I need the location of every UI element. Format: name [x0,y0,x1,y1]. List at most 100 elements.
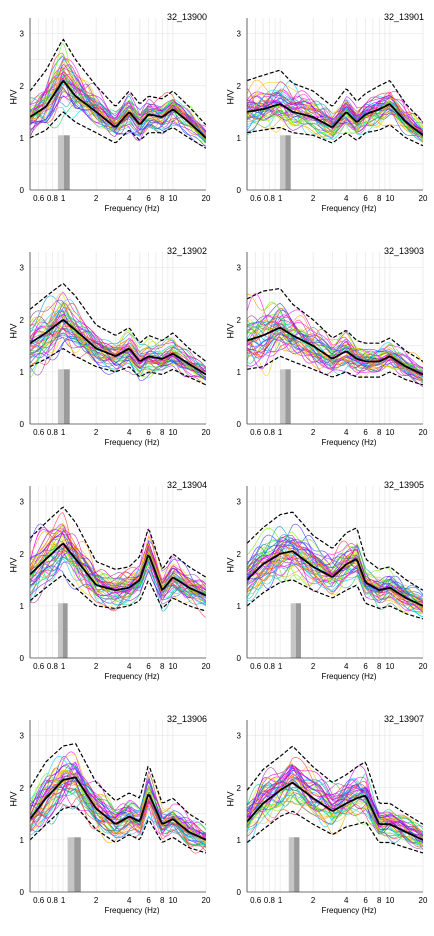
x-tick-label: 10 [168,428,177,437]
window-curve [30,551,206,596]
std-upper-line [30,283,206,362]
window-curve [30,65,206,135]
y-tick-label: 0 [237,186,242,195]
y-tick-label: 3 [20,264,25,273]
std-lower-line [247,579,423,620]
x-tick-label: 2 [311,428,316,437]
window-curve [30,553,206,606]
x-tick-label: 6 [146,194,151,203]
y-axis-label: H/V [8,89,19,105]
x-tick-label: 1 [61,194,66,203]
window-curve [247,531,423,605]
y-tick-label: 3 [237,732,242,741]
x-tick-label: 0.6 [33,662,45,671]
window-curves [30,38,206,149]
x-tick-label: 1 [61,896,66,905]
y-tick-label: 3 [237,498,242,507]
window-curve [247,102,423,134]
window-curve [30,769,206,842]
x-tick-label: 20 [202,896,211,905]
x-tick-label: 8 [160,896,165,905]
mean-hv-line [247,550,423,607]
x-tick-label: 10 [385,662,394,671]
y-tick-label: 1 [237,134,242,143]
window-curve [30,751,206,839]
y-tick-label: 1 [237,836,242,845]
x-tick-label: 4 [344,428,349,437]
x-axis-label: Frequency (Hz) [321,906,377,915]
x-tick-label: 20 [419,194,428,203]
window-curve [247,553,423,610]
y-axis-label: H/V [8,557,19,573]
window-curve [30,770,206,843]
y-tick-label: 2 [237,784,242,793]
window-curve [247,776,423,846]
window-curve [30,554,206,603]
x-tick-label: 8 [160,662,165,671]
x-tick-label: 1 [61,428,66,437]
window-curve [30,778,206,837]
window-curve [247,767,423,847]
window-curve [247,111,423,138]
window-curve [247,527,423,606]
x-tick-label: 0.8 [47,428,59,437]
x-tick-label: 1 [278,194,283,203]
mean-hv-line [247,103,423,137]
window-curve [30,54,206,141]
window-curve [247,769,423,836]
x-tick-label: 1 [278,662,283,671]
x-tick-label: 6 [363,194,368,203]
x-tick-label: 6 [146,428,151,437]
x-tick-label: 20 [419,662,428,671]
x-tick-label: 4 [127,194,132,203]
panel-title: 32_13907 [383,714,424,724]
window-curve [30,309,206,370]
window-curve [30,59,206,134]
panel-title: 32_13905 [383,480,424,490]
x-tick-label: 10 [168,662,177,671]
y-tick-label: 2 [20,550,25,559]
x-tick-label: 2 [311,896,316,905]
window-curve [247,567,423,611]
f0-band-left [67,837,75,892]
window-curve [30,775,206,840]
window-curve [247,765,423,841]
window-curve [247,794,423,844]
window-curve [247,303,423,373]
x-tick-label: 4 [344,194,349,203]
panel-title: 32_13900 [166,12,207,22]
window-curve [247,557,423,607]
hv-panel-32_13901: 0 1 2 3 0.6 0.8 1 2 4 6 8 10 20 32_13901 H/V Frequency … [217,0,434,234]
x-tick-label: 0.6 [250,662,262,671]
y-tick-label: 0 [237,888,242,897]
x-tick-label: 0.8 [264,662,276,671]
x-tick-label: 0.8 [47,194,59,203]
window-curve [247,764,423,834]
x-tick-label: 0.8 [264,896,276,905]
panel-title: 32_13901 [383,12,424,22]
window-curve [30,88,206,132]
std-lower-line [30,574,206,612]
window-curve [247,767,423,835]
mean-hv-line [30,542,206,597]
window-curve [247,801,423,848]
x-tick-label: 2 [94,662,99,671]
y-tick-label: 0 [20,888,25,897]
x-tick-label: 20 [202,428,211,437]
window-curve [247,89,423,130]
panel-title: 32_13904 [166,480,207,490]
f0-band-right [62,603,68,658]
window-curve [247,307,423,376]
std-upper-line [247,511,423,591]
x-tick-label: 8 [377,194,382,203]
std-upper-line [247,745,423,825]
y-axis-label: H/V [225,791,236,807]
y-tick-label: 0 [20,186,25,195]
x-tick-label: 10 [385,896,394,905]
f0-band-right [63,135,70,190]
x-tick-label: 6 [146,662,151,671]
x-tick-label: 4 [344,896,349,905]
x-tick-label: 4 [127,428,132,437]
f0-band-right [63,369,70,424]
